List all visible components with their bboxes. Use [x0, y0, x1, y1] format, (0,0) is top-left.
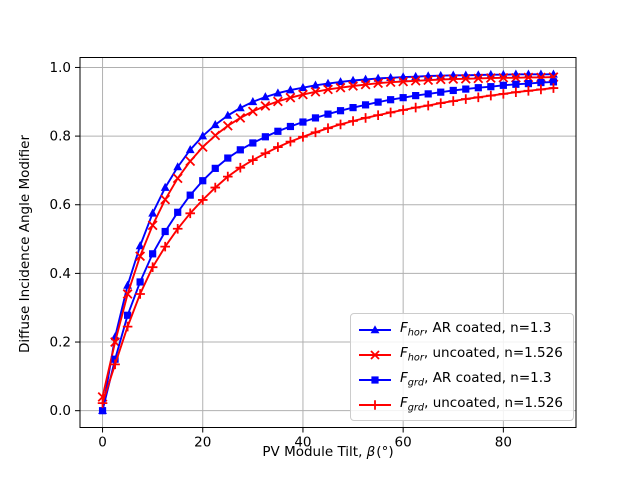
legend-plus-marker-icon: [359, 399, 391, 410]
legend-item-fgrd-uncoated: Fgrd, uncoated, n=1.526: [357, 395, 567, 414]
y-tick-label: 0.0: [50, 403, 71, 419]
x-tick-label: 40: [294, 435, 311, 451]
legend-item-fhor-uncoated: Fhor, uncoated, n=1.526: [357, 345, 567, 364]
y-tick-label: 0.2: [50, 335, 71, 351]
y-tick-label: 0.6: [50, 197, 71, 213]
tick-labels: 0 20 40 60 80 0.0 0.2 0.4 0.6 0.8 1.0: [50, 60, 512, 451]
legend-label: Fgrd, uncoated, n=1.526: [400, 395, 564, 414]
legend-x-marker-icon: [359, 349, 391, 360]
legend-item-fhor-ar-coated: Fhor, AR coated, n=1.3: [357, 320, 567, 339]
beta-symbol: β: [366, 444, 376, 460]
y-tick-label: 0.4: [50, 266, 71, 282]
series-fhor-uncoated: [97, 72, 559, 402]
legend-label: Fhor, uncoated, n=1.526: [400, 345, 563, 364]
x-tick-label: 0: [98, 435, 107, 451]
axes-spines: [79, 57, 577, 428]
legend-label: Fgrd, AR coated, n=1.3: [400, 370, 552, 389]
legend: Fhor, AR coated, n=1.3 Fhor, uncoated, n=…: [350, 313, 574, 421]
x-tick-label: 80: [495, 435, 512, 451]
y-tick-label: 1.0: [50, 60, 71, 76]
x-tick-label: 20: [194, 435, 211, 451]
legend-label: Fhor, AR coated, n=1.3: [400, 320, 552, 339]
x-axis-label: PV Module Tilt, β(°): [80, 444, 576, 460]
degree-unit: (°): [376, 444, 394, 460]
x-axis-label-text: PV Module Tilt,: [262, 444, 367, 460]
x-tick-label: 60: [395, 435, 412, 451]
series-fgrd-ar-coated: [98, 78, 558, 415]
legend-square-marker-icon: [359, 375, 391, 384]
legend-item-fgrd-ar-coated: Fgrd, AR coated, n=1.3: [357, 370, 567, 389]
y-axis-label: Diffuse Incidence Angle Modifier: [17, 134, 33, 354]
series-fgrd-uncoated: [97, 83, 559, 408]
y-tick-label: 0.8: [50, 129, 71, 145]
tick-marks: [75, 66, 504, 433]
legend-triangle-marker-icon: [359, 324, 391, 333]
